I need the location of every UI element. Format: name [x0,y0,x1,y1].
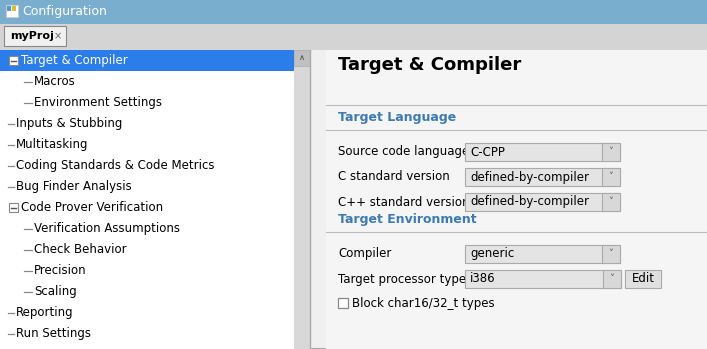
Text: C++ standard version: C++ standard version [338,195,469,208]
Bar [602,245,620,263]
Bar [625,270,661,288]
Bar [465,143,620,161]
Text: Block char16/32_t types: Block char16/32_t types [352,297,495,310]
Bar [0,0,707,24]
Bar [326,50,707,349]
Text: Compiler: Compiler [338,247,392,260]
Text: Code Prover Verification: Code Prover Verification [21,201,163,214]
Text: Scaling: Scaling [34,285,77,298]
Text: Inputs & Stubbing: Inputs & Stubbing [16,117,122,130]
Bar [602,193,620,211]
Bar [338,298,348,308]
Bar [4,26,66,46]
Text: Verification Assumptions: Verification Assumptions [34,222,180,235]
Text: Environment Settings: Environment Settings [34,96,162,109]
Bar [0,50,310,349]
Text: myProj: myProj [10,31,54,41]
Text: ×: × [54,31,62,41]
Bar [602,168,620,186]
Text: Target Environment: Target Environment [338,214,477,227]
Text: C standard version: C standard version [338,171,450,184]
Text: defined-by-compiler: defined-by-compiler [470,195,589,208]
Text: Precision: Precision [34,264,87,277]
Text: Bug Finder Analysis: Bug Finder Analysis [16,180,132,193]
Text: Multitasking: Multitasking [16,138,88,151]
Text: generic: generic [470,247,514,260]
Text: Run Settings: Run Settings [16,327,91,340]
Bar [7,6,11,11]
Text: C-CPP: C-CPP [470,146,505,158]
Bar [603,270,621,288]
Bar [6,5,18,17]
Bar [0,24,707,50]
Text: ˅: ˅ [609,147,614,157]
Text: Macros: Macros [34,75,76,88]
Text: ˅: ˅ [609,249,614,259]
Text: Check Behavior: Check Behavior [34,243,127,256]
Bar [294,50,310,349]
Bar [465,245,620,263]
Text: Target Language: Target Language [338,111,456,125]
Bar [12,6,16,11]
Text: ∧: ∧ [299,53,305,62]
Bar [0,50,294,71]
Bar [9,56,18,65]
Text: defined-by-compiler: defined-by-compiler [470,171,589,184]
Text: Source code language: Source code language [338,146,469,158]
Text: Target processor type: Target processor type [338,273,466,285]
Bar [294,50,310,66]
Bar [9,203,18,212]
Text: Target & Compiler: Target & Compiler [21,54,128,67]
Bar [602,143,620,161]
Text: ˅: ˅ [609,274,614,284]
Text: Edit: Edit [631,273,655,285]
Text: Reporting: Reporting [16,306,74,319]
Text: i386: i386 [470,273,496,285]
Bar [465,168,620,186]
Text: Configuration: Configuration [22,6,107,18]
Bar [465,193,620,211]
Text: ˅: ˅ [609,172,614,182]
Bar [465,270,621,288]
Text: ˅: ˅ [609,197,614,207]
Text: Target & Compiler: Target & Compiler [338,56,521,74]
Text: Coding Standards & Code Metrics: Coding Standards & Code Metrics [16,159,214,172]
